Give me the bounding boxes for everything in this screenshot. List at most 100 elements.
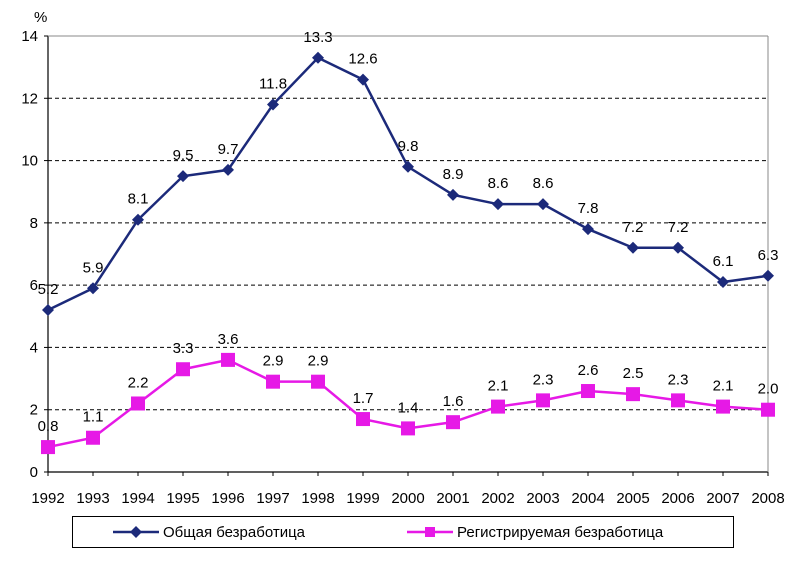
data-point (87, 282, 99, 295)
y-tick-label: 12 (21, 90, 38, 107)
y-tick-label: 14 (21, 28, 38, 45)
data-point (131, 396, 145, 411)
x-tick-label: 1992 (31, 490, 64, 507)
data-point (446, 415, 460, 430)
data-point (132, 213, 144, 226)
data-point (356, 412, 370, 427)
data-point (401, 421, 415, 436)
data-label: 2.5 (623, 365, 644, 382)
data-point (671, 393, 685, 408)
y-tick-labels: 0 2 4 6 8 10 12 14 (21, 28, 38, 481)
series-line (47, 56, 769, 312)
axes (44, 35, 769, 476)
data-label: 8.6 (533, 175, 554, 192)
data-label: 8.6 (488, 175, 509, 192)
y-tick-label: 2 (30, 402, 38, 419)
x-tick-label: 2002 (481, 490, 514, 507)
data-label: 1.4 (398, 399, 419, 416)
data-label: 2.2 (128, 374, 149, 391)
data-point (762, 269, 774, 282)
legend: Общая безработица Регистрируемая безрабо… (72, 516, 734, 548)
data-label: 8.1 (128, 191, 149, 208)
data-point (627, 241, 639, 254)
data-point (582, 223, 594, 236)
y-tick-label: 4 (30, 339, 38, 356)
data-label: 2.3 (533, 371, 554, 388)
x-tick-label: 1999 (346, 490, 379, 507)
data-label: 2.3 (668, 371, 689, 388)
data-point (626, 387, 640, 402)
series-layer: 5.2 5.9 8.1 9.5 9.7 11.8 13.3 12.6 9.8 8.9 8.6 8.6 7… (38, 29, 779, 455)
data-label: 3.6 (218, 331, 239, 348)
data-label: 12.6 (348, 51, 377, 68)
data-label: 5.9 (83, 259, 104, 276)
data-point (86, 430, 100, 445)
y-tick-label: 10 (21, 153, 38, 170)
x-tick-label: 2006 (661, 490, 694, 507)
data-point (267, 98, 279, 111)
data-point (42, 304, 54, 317)
data-label: 5.2 (38, 281, 59, 298)
data-label: 7.2 (623, 219, 644, 236)
data-point (222, 163, 234, 176)
data-point (312, 51, 324, 64)
data-label: 2.0 (758, 381, 779, 398)
data-point (492, 198, 504, 211)
data-point (402, 160, 414, 173)
data-point (176, 362, 190, 377)
data-point (717, 276, 729, 289)
data-point (537, 198, 549, 211)
x-tick-label: 1998 (301, 490, 334, 507)
x-tick-label: 1994 (121, 490, 154, 507)
y-tick-label: 8 (30, 215, 38, 232)
gridlines (48, 35, 768, 411)
data-label: 9.7 (218, 141, 239, 158)
data-label: 0.8 (38, 418, 59, 435)
x-tick-label: 2001 (436, 490, 469, 507)
data-label: 11.8 (259, 76, 287, 93)
legend-marker-diamond (113, 526, 159, 538)
data-label: 8.9 (443, 166, 464, 183)
data-label: 7.8 (578, 200, 599, 217)
x-tick-label: 2005 (616, 490, 649, 507)
series-general: 5.2 5.9 8.1 9.5 9.7 11.8 13.3 12.6 9.8 8.9 8.6 8.6 7… (38, 29, 779, 317)
data-point (761, 402, 775, 417)
data-label: 9.8 (398, 138, 419, 155)
data-label: 6.3 (758, 247, 779, 264)
data-label: 2.1 (713, 378, 734, 395)
legend-marker-square (407, 527, 453, 537)
legend-item-general: Общая безработица (113, 517, 305, 547)
data-point (41, 440, 55, 455)
legend-label-general: Общая безработица (163, 523, 306, 541)
data-point (266, 374, 280, 389)
legend-item-registered: Регистрируемая безработица (407, 517, 663, 547)
x-tick-label: 1995 (166, 490, 199, 507)
legend-label-registered: Регистрируемая безработица (457, 523, 664, 541)
x-tick-label: 2008 (751, 490, 784, 507)
data-point (716, 399, 730, 414)
data-point (536, 393, 550, 408)
x-tick-label: 1993 (76, 490, 109, 507)
data-label: 9.5 (173, 147, 194, 164)
data-point (357, 73, 369, 86)
x-tick-labels: 1992 1993 1994 1995 1996 1997 1998 1999 2000 2001… (31, 490, 784, 507)
data-point (581, 384, 595, 399)
y-tick-label: 0 (30, 464, 38, 481)
x-tick-label: 2000 (391, 490, 424, 507)
data-point (447, 188, 459, 201)
data-label: 3.3 (173, 340, 194, 357)
x-tick-label: 2004 (571, 490, 604, 507)
x-tick-label: 2003 (526, 490, 559, 507)
data-label: 7.2 (668, 219, 689, 236)
series-registered: 0.8 1.1 2.2 3.3 3.6 2.9 2.9 1.7 1.4 1.6 2.1 2.3 2.6 2… (38, 331, 779, 455)
data-label: 2.6 (578, 362, 599, 379)
y-tick-label: 6 (30, 277, 38, 294)
data-point (221, 352, 235, 367)
x-tick-label: 1997 (256, 490, 289, 507)
data-label: 2.9 (263, 353, 284, 370)
data-point (491, 399, 505, 414)
data-point (177, 170, 189, 183)
data-label: 1.7 (353, 390, 374, 407)
data-label: 2.1 (488, 378, 509, 395)
